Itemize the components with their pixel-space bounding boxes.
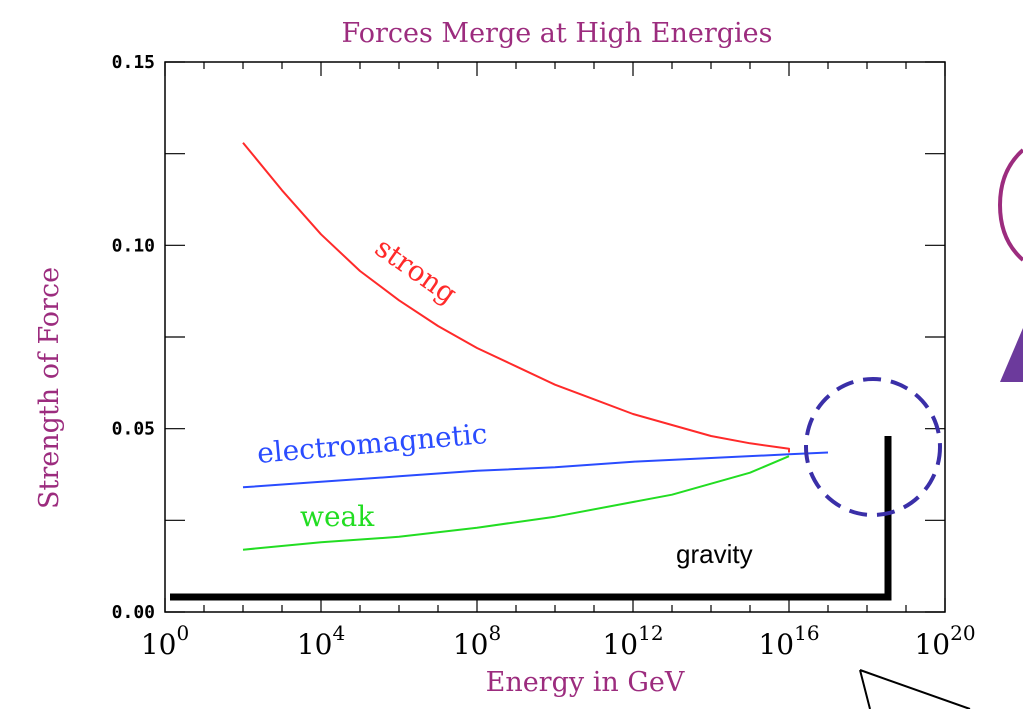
gravity-annotation: gravity	[170, 436, 892, 601]
series-labels: strong electromagnetic weak	[256, 231, 489, 533]
y-axis-title: Strength of Force	[34, 267, 65, 509]
y-tick-label: 0.15	[112, 52, 155, 73]
partial-triangle-shape	[1000, 328, 1023, 382]
y-axis: 0.00 0.05 0.10 0.15	[112, 52, 945, 623]
series-label-weak: weak	[300, 500, 375, 533]
partial-bracket-shape	[997, 148, 1023, 262]
gravity-label: gravity	[676, 539, 753, 569]
callout-pointer-shape	[859, 669, 971, 709]
plot-border	[164, 61, 946, 613]
series-line-electromagnetic	[242, 451, 829, 489]
x-tick-label: 1020	[914, 621, 975, 661]
series-line-weak	[242, 455, 790, 551]
y-tick-label: 0.10	[112, 235, 155, 256]
y-tick-label: 0.00	[112, 602, 155, 623]
x-tick-label: 1012	[602, 621, 663, 661]
x-tick-label: 100	[141, 621, 189, 661]
slide-decorations	[859, 148, 1023, 709]
series-label-electromagnetic: electromagnetic	[256, 417, 489, 470]
unification-highlight-circle	[804, 377, 942, 517]
gravity-line	[170, 436, 892, 601]
series-line-strong	[242, 142, 790, 453]
x-tick-label: 108	[453, 621, 501, 661]
x-tick-label: 104	[297, 621, 345, 661]
x-tick-label: 1016	[758, 621, 819, 661]
chart-title: Forces Merge at High Energies	[341, 18, 772, 49]
x-axis-title: Energy in GeV	[486, 667, 685, 698]
plot-frame	[164, 61, 946, 613]
y-tick-label: 0.05	[112, 419, 155, 440]
series-label-strong: strong	[369, 231, 463, 311]
x-axis: 100 104 108 1012 1016 1020	[141, 62, 976, 661]
series-group	[242, 142, 829, 551]
